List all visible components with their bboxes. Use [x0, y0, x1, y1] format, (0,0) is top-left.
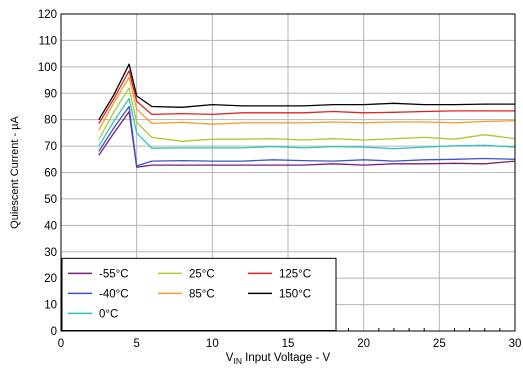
x-tick-label: 25 — [433, 338, 446, 350]
y-tick-label: 110 — [39, 35, 57, 47]
x-axis-label-subscript: IN — [233, 356, 242, 366]
series-line — [98, 63, 515, 121]
series-line — [98, 105, 516, 167]
series-line — [98, 76, 516, 131]
series-line — [98, 87, 516, 142]
legend-label: -55°C — [99, 268, 129, 280]
legend-label: -40°C — [99, 288, 129, 300]
legend-box — [61, 257, 337, 331]
legend-label: 150°C — [279, 288, 311, 300]
x-axis-label: VIN Input Voltage - V — [226, 352, 331, 366]
y-tick-label: 0 — [51, 326, 57, 338]
series-layer — [98, 63, 516, 168]
y-tick-label: 10 — [44, 300, 57, 312]
y-tick-label: 90 — [44, 88, 57, 100]
series-line — [98, 70, 515, 124]
series-line — [98, 97, 516, 150]
y-axis-label: Quiescent Current - µA — [9, 115, 21, 228]
y-tick-label: 80 — [44, 115, 57, 127]
legend: -55°C -40°C 0°C 25°C 85°C 125°C 150°C — [61, 257, 337, 331]
x-tick-label: 5 — [133, 338, 139, 350]
x-axis-label-rest: Input Voltage - V — [242, 352, 331, 364]
y-tick-label: 20 — [44, 273, 57, 285]
y-tick-label: 50 — [44, 194, 57, 206]
legend-label: 0°C — [99, 308, 118, 320]
x-tick-label: 20 — [357, 338, 370, 350]
plot-frame — [60, 13, 516, 332]
y-tick-label: 120 — [38, 9, 57, 21]
x-tick-labels: 0 5 10 15 20 25 30 — [58, 338, 522, 350]
legend-label: 125°C — [279, 268, 311, 280]
x-tick-label: 15 — [282, 338, 295, 350]
y-tick-label: 30 — [44, 247, 57, 259]
y-tick-label: 40 — [44, 220, 57, 232]
y-tick-labels: 0 10 20 30 40 50 60 70 80 90 100 110 120 — [38, 9, 57, 338]
y-tick-label: 70 — [44, 141, 57, 153]
x-tick-label: 30 — [509, 338, 522, 350]
y-tick-label: 60 — [44, 168, 57, 180]
x-tick-label: 10 — [206, 338, 219, 350]
x-tick-label: 0 — [58, 338, 64, 350]
legend-label: 25°C — [189, 268, 215, 280]
x-axis-label-main: V — [226, 352, 234, 364]
y-tick-label: 100 — [38, 62, 57, 74]
legend-label: 85°C — [189, 288, 215, 300]
